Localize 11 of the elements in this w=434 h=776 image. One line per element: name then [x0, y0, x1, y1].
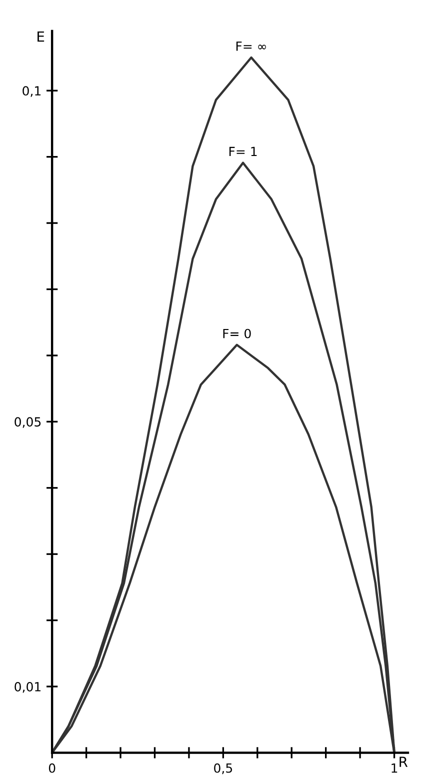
x-axis-title: R [400, 756, 408, 767]
annotation: F= 0 [223, 328, 251, 338]
y-tick-label: 0,05 [14, 417, 41, 428]
y-axis-title: E [38, 31, 44, 42]
x-tick-label: 1 [392, 764, 398, 773]
annotation: F= ∞ [236, 42, 266, 51]
y-tick-label: 0,01 [14, 682, 41, 693]
x-tick-label: 0,5 [214, 763, 232, 774]
x-tick-label: 0 [48, 763, 56, 773]
y-tick-label: 0,1 [22, 86, 41, 97]
annotation: F= 1 [229, 146, 257, 156]
